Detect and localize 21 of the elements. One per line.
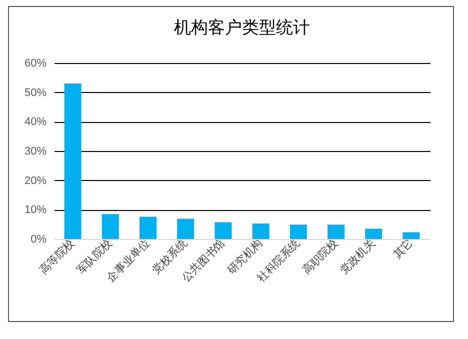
y-tick-label: 60% [24,58,47,70]
y-tick-label: 0% [30,234,47,246]
x-tick-label: 党政机关 [338,236,378,277]
bar [140,216,156,239]
bar [64,84,82,239]
y-tick-label: 30% [24,146,47,158]
bar [102,214,119,239]
y-tick-label: 10% [24,204,47,216]
bar [177,218,194,239]
chart-title: 机构客户类型统计 [174,18,310,38]
y-tick-label: 40% [24,116,47,128]
bar [328,224,344,239]
y-tick-label: 20% [24,174,47,187]
bar [290,224,307,239]
bar [252,223,270,239]
bar [214,222,232,239]
x-tick-label: 其它 [390,236,416,262]
y-tick-label: 50% [24,86,47,99]
x-tick-label: 高职院校 [300,236,340,277]
bar [365,228,382,239]
bar [402,232,420,239]
